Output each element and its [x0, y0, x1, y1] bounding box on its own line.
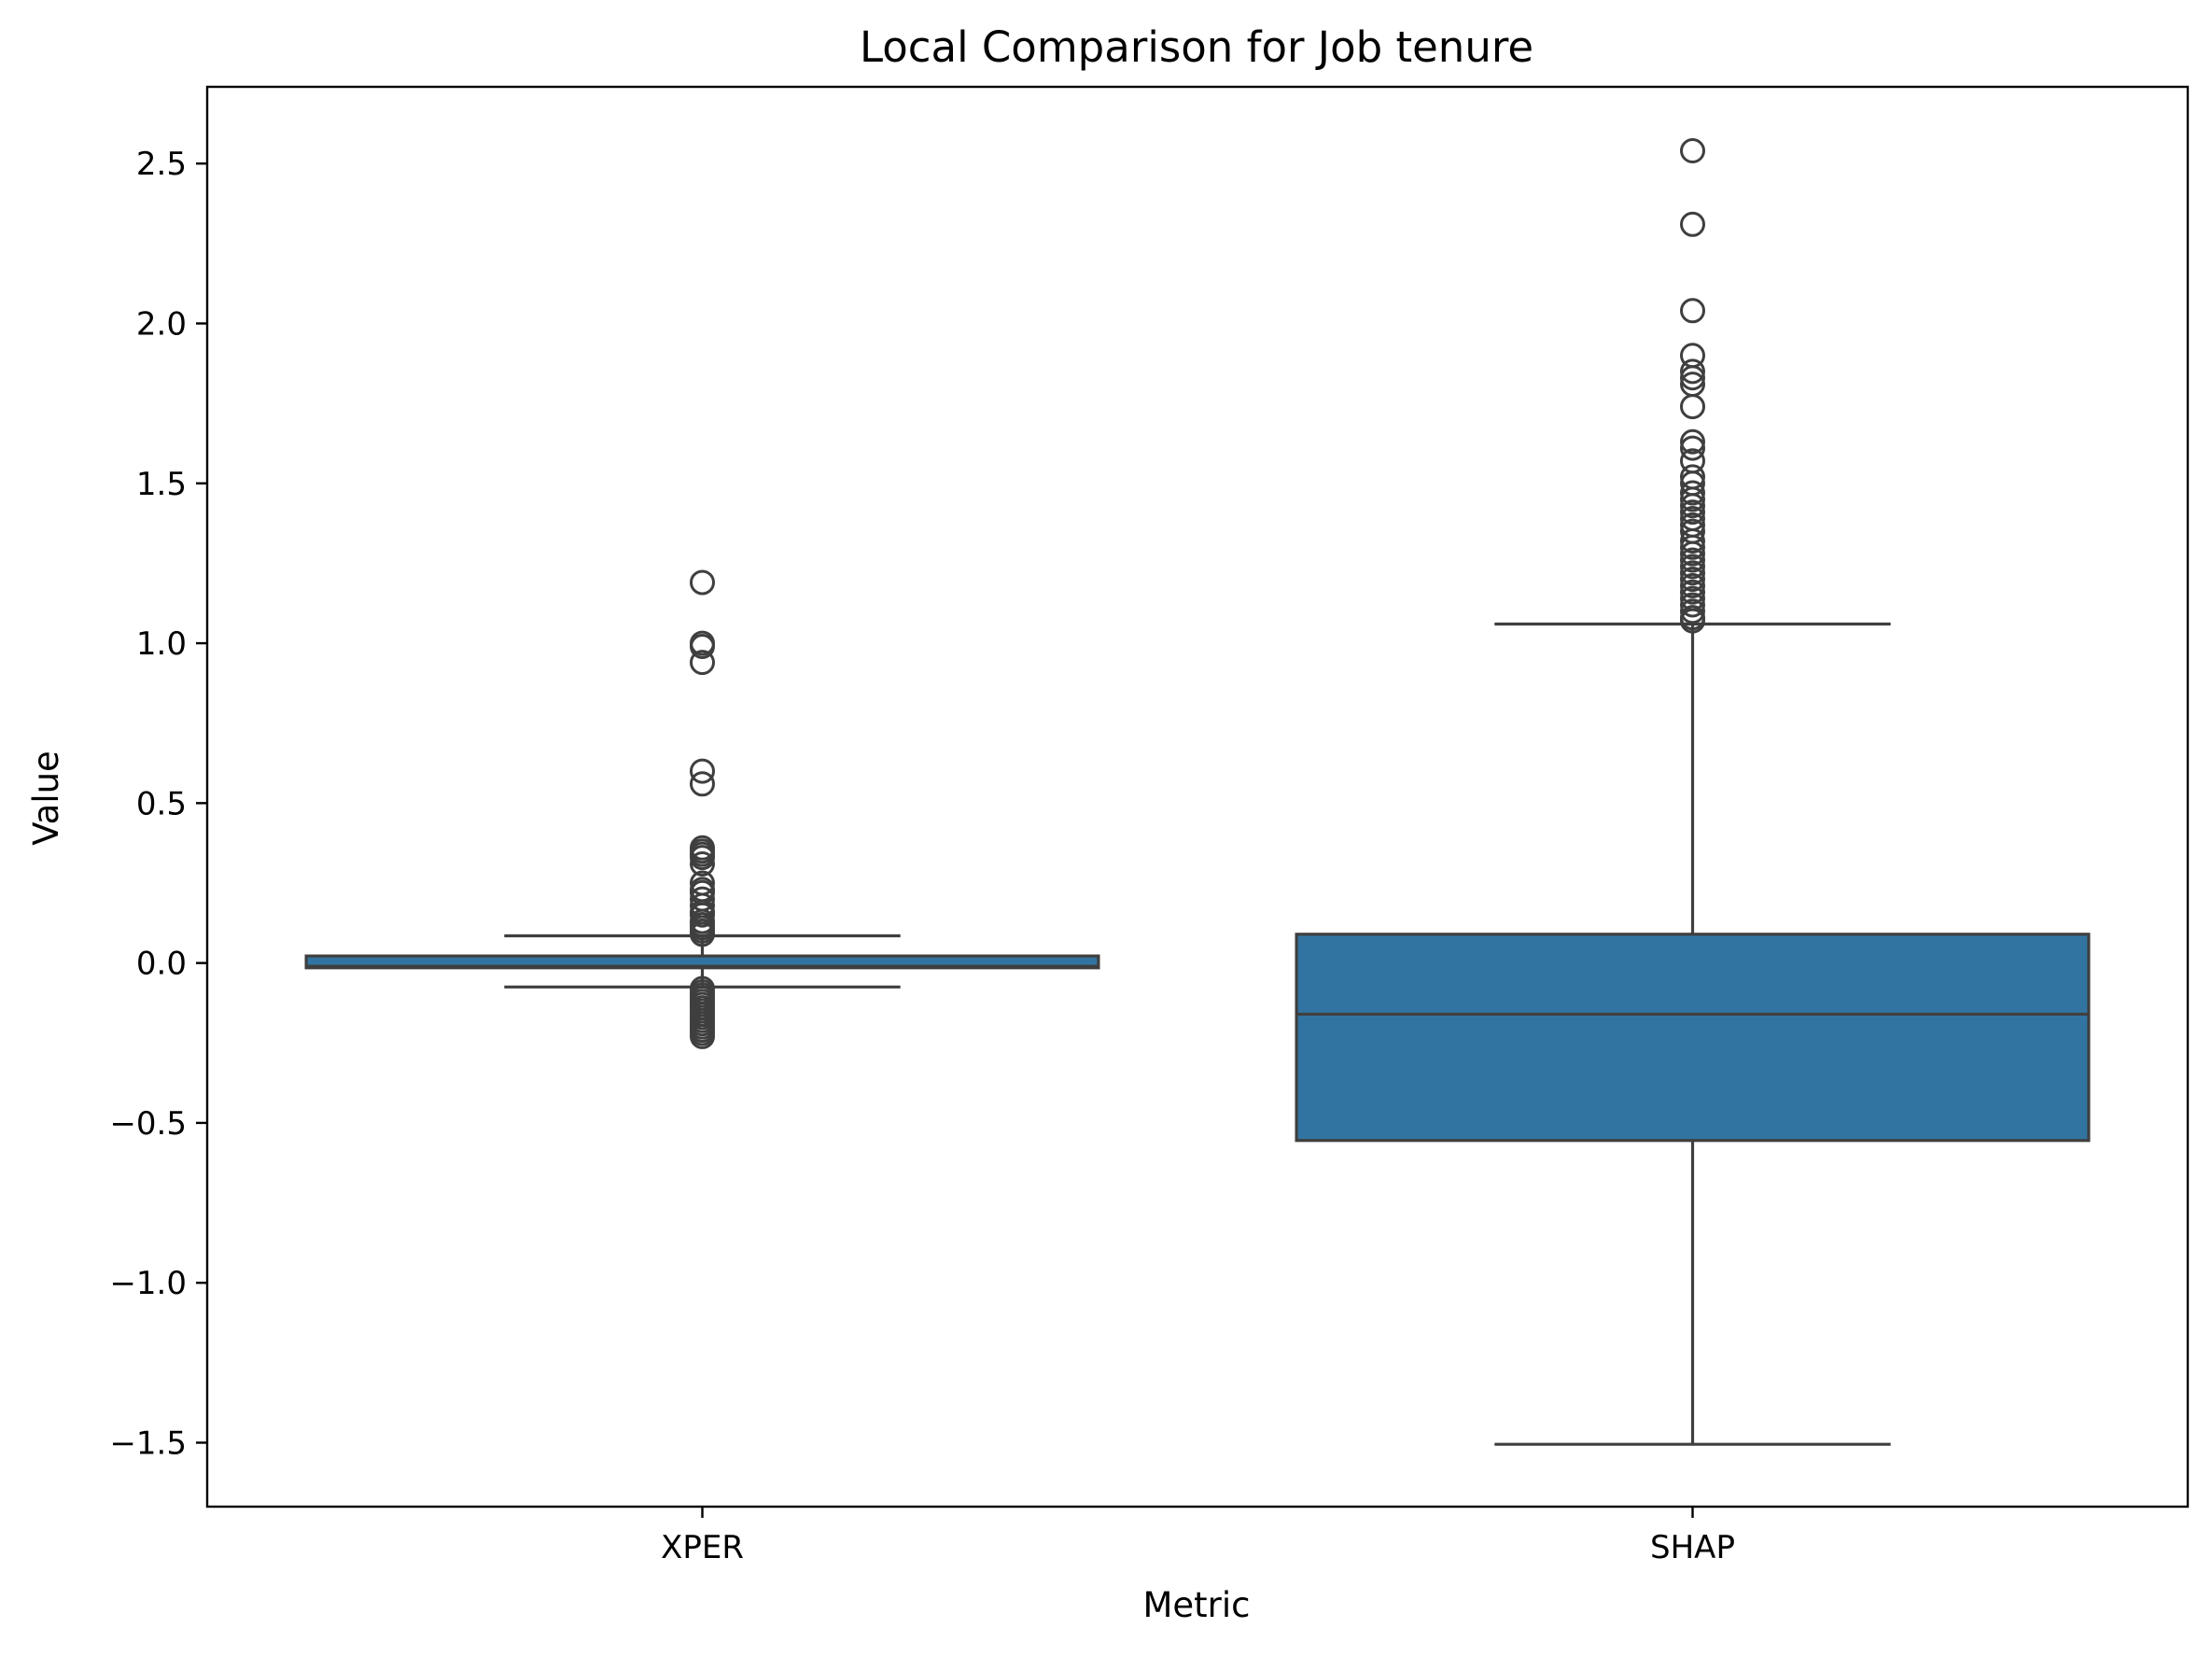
shap-outlier-point	[1680, 579, 1705, 605]
y-tick-label: 0.5	[136, 785, 187, 822]
xper-outlier-point	[690, 650, 715, 676]
shap-outlier-point	[1680, 572, 1705, 598]
y-tick-label: 2.0	[136, 306, 187, 344]
xper-outlier-point	[690, 921, 715, 947]
xper-outlier-point	[690, 902, 715, 928]
shap-outlier-point	[1680, 598, 1705, 625]
y-tick-label: 0.0	[136, 946, 187, 983]
shap-outlier-point	[1680, 592, 1705, 618]
y-axis-label: Value	[26, 751, 66, 846]
y-tick-label: 2.5	[136, 146, 187, 183]
shap-outlier-point	[1680, 567, 1705, 593]
y-tick-label: 1.0	[136, 625, 187, 663]
shap-outlier-point	[1680, 527, 1705, 554]
shap-outlier-point	[1680, 534, 1705, 560]
shap-outlier-point	[1680, 435, 1705, 461]
shap-box	[1295, 933, 2091, 1143]
y-tick-label: −1.5	[109, 1424, 187, 1462]
shap-outlier-point	[1680, 486, 1705, 512]
y-tick-label: −0.5	[109, 1105, 187, 1143]
shap-outlier-point	[1680, 560, 1705, 586]
xper-outlier-point	[690, 1023, 715, 1049]
shap-outlier-point	[1680, 493, 1705, 519]
shap-outlier-point	[1680, 428, 1705, 455]
shap-outlier-point	[1680, 211, 1705, 237]
x-tick-label-shap: SHAP	[1650, 1529, 1735, 1566]
xper-outlier-point	[690, 569, 715, 596]
xper-outlier-point	[690, 771, 715, 797]
plot-area: XPER SHAP −1.5 −1.0 −0.5 0.0 0.5 1.0 1.5 2.0 2.5	[109, 85, 2190, 1566]
shap-outlier-point	[1680, 298, 1705, 324]
x-tick-label-xper: XPER	[661, 1529, 744, 1566]
shap-outlier-point	[1680, 499, 1705, 526]
shap-outlier-point	[1680, 540, 1705, 567]
xper-outlier-point	[690, 633, 715, 659]
shap-outlier-point	[1680, 365, 1705, 391]
shap-outlier-point	[1680, 547, 1705, 573]
chart-title: Local Comparison for Job tenure	[860, 22, 1533, 72]
shap-outlier-point	[1680, 554, 1705, 580]
shap-outlier-point	[1680, 608, 1705, 634]
shap-outlier-point	[1680, 138, 1705, 164]
x-axis-label: Metric	[1142, 1585, 1250, 1625]
xper-outlier-point	[690, 758, 715, 784]
xper-outlier-point	[690, 845, 715, 871]
plot-frame	[205, 85, 2190, 1509]
shap-outlier-point	[1680, 358, 1705, 385]
y-tick-label: −1.0	[109, 1265, 187, 1302]
shap-outlier-point	[1680, 394, 1705, 420]
shap-outlier-point	[1680, 480, 1705, 506]
xper-outlier-point	[690, 850, 715, 877]
y-tick-label: 1.5	[136, 466, 187, 503]
